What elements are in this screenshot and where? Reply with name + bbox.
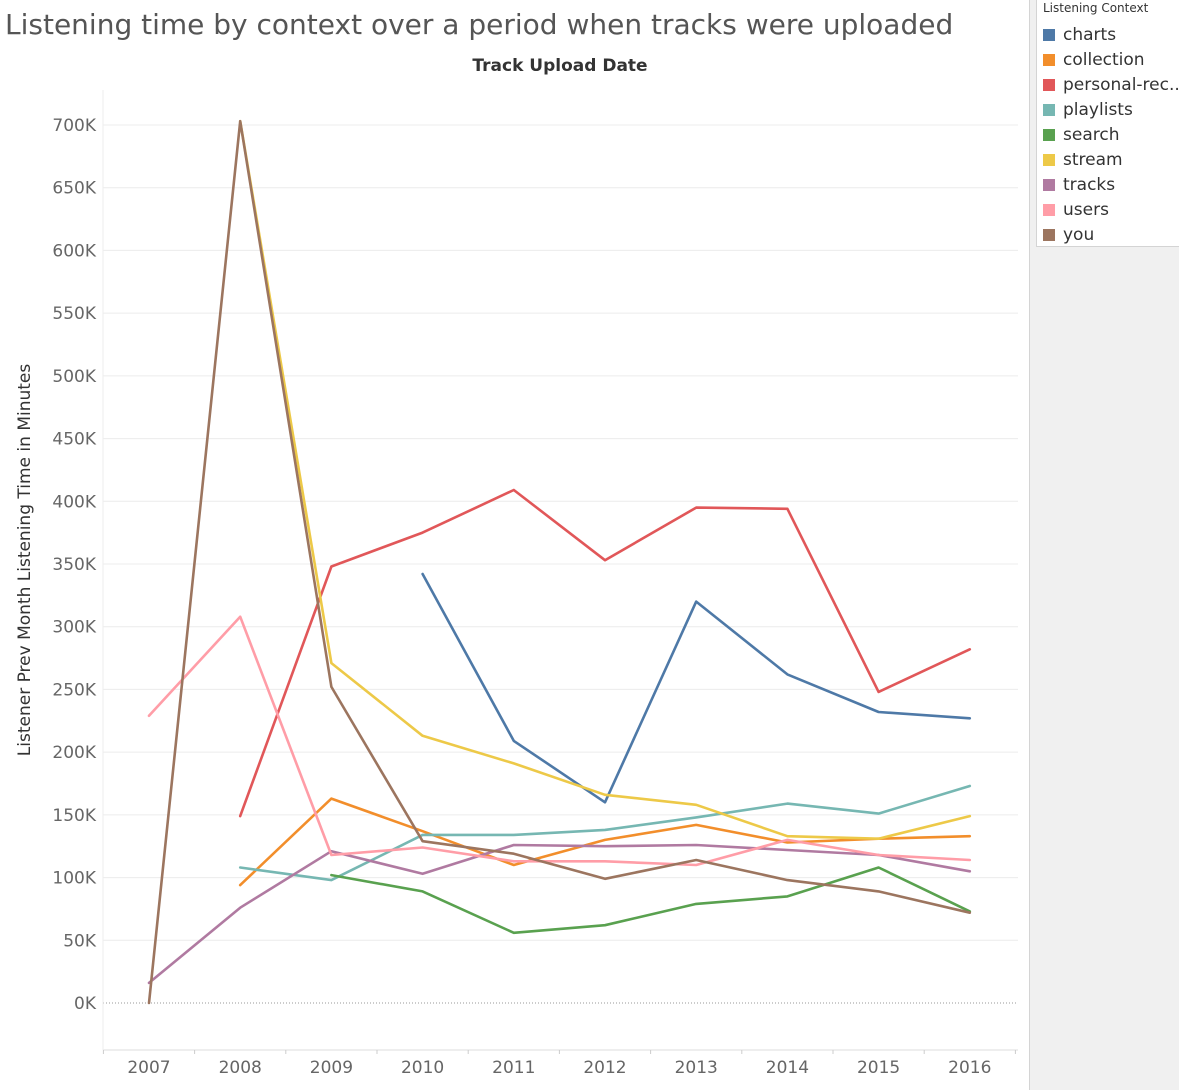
series-line-personal-rec: [238, 488, 972, 818]
legend-swatch: [1043, 53, 1055, 66]
y-tick-label: 500K: [52, 367, 96, 387]
series-lines: [147, 119, 972, 1005]
legend-swatch: [1043, 103, 1055, 116]
x-tick-label: 2011: [492, 1058, 535, 1078]
y-tick-label: 150K: [52, 806, 96, 826]
series-line-you: [147, 119, 972, 1005]
x-tick-label: 2007: [127, 1058, 170, 1078]
series-line-collection: [238, 797, 972, 887]
x-tick-label: 2008: [219, 1058, 262, 1078]
y-tick-label: 550K: [52, 304, 96, 324]
x-tick-label: 2014: [766, 1058, 809, 1078]
legend-label: personal-rec..: [1063, 74, 1179, 95]
legend: Listening Context charts collection person…: [1036, 0, 1179, 247]
legend-swatch: [1043, 228, 1055, 241]
y-tick-label: 100K: [52, 869, 96, 889]
legend-label: users: [1063, 199, 1109, 220]
legend-swatch: [1043, 28, 1055, 41]
x-axis-ticks: 2007 2008 2009 2010 2011 2012 2013 2014 2015 2016: [127, 1058, 991, 1078]
legend-label: search: [1063, 124, 1120, 145]
x-tick-label: 2010: [401, 1058, 444, 1078]
x-tick-label: 2016: [948, 1058, 991, 1078]
legend-swatch: [1043, 78, 1055, 91]
series-line-stream: [238, 119, 972, 840]
legend-item[interactable]: users: [1043, 197, 1109, 222]
series-line-tracks: [147, 843, 972, 985]
legend-item[interactable]: collection: [1043, 47, 1145, 72]
y-axis-ticks: 0K 50K 100K 150K 200K 250K 300K 350K 400K 450K 500…: [52, 116, 96, 1014]
y-tick-label: 700K: [52, 116, 96, 136]
y-tick-label: 600K: [52, 241, 96, 261]
y-tick-label: 50K: [63, 931, 97, 951]
legend-item[interactable]: search: [1043, 122, 1119, 147]
series-line-charts: [421, 572, 972, 804]
legend-label: you: [1063, 224, 1095, 245]
series-line-users: [147, 615, 972, 867]
legend-label: tracks: [1063, 174, 1116, 195]
legend-swatch: [1043, 128, 1055, 141]
y-tick-label: 350K: [52, 555, 96, 575]
x-tick-label: 2012: [583, 1058, 626, 1078]
x-tick-label: 2009: [310, 1058, 353, 1078]
legend-item[interactable]: playlists: [1043, 97, 1133, 122]
legend-item[interactable]: personal-rec..: [1043, 72, 1179, 97]
gridlines: [102, 90, 1018, 1051]
line-chart: 0K 50K 100K 150K 200K 250K 300K 350K 400K 450K 500…: [15, 56, 1018, 1078]
y-tick-label: 650K: [52, 179, 96, 199]
y-tick-label: 400K: [52, 492, 96, 512]
y-tick-label: 450K: [52, 430, 96, 450]
x-axis-tick-marks: [102, 1050, 1016, 1054]
chart-title: Listening time by context over a period …: [5, 8, 954, 41]
y-tick-label: 250K: [52, 680, 96, 700]
legend-item[interactable]: tracks: [1043, 172, 1115, 197]
legend-item[interactable]: charts: [1043, 22, 1116, 47]
legend-title: Listening Context: [1043, 1, 1149, 15]
legend-item[interactable]: stream: [1043, 147, 1123, 172]
series-line-playlists: [238, 784, 972, 882]
legend-label: collection: [1063, 49, 1145, 70]
y-tick-label: 0K: [74, 994, 97, 1014]
x-tick-label: 2015: [857, 1058, 900, 1078]
legend-label: stream: [1063, 149, 1123, 170]
legend-label: charts: [1063, 24, 1117, 45]
y-tick-label: 200K: [52, 743, 96, 763]
series-line-search: [330, 866, 972, 935]
legend-swatch: [1043, 153, 1055, 166]
y-axis-title: Listener Prev Month Listening Time in Mi…: [15, 364, 35, 757]
x-tick-label: 2013: [675, 1058, 718, 1078]
x-axis-title: Track Upload Date: [472, 56, 647, 76]
legend-label: playlists: [1063, 99, 1133, 120]
legend-item[interactable]: you: [1043, 222, 1094, 247]
y-tick-label: 300K: [52, 618, 96, 638]
legend-swatch: [1043, 178, 1055, 191]
legend-swatch: [1043, 203, 1055, 216]
